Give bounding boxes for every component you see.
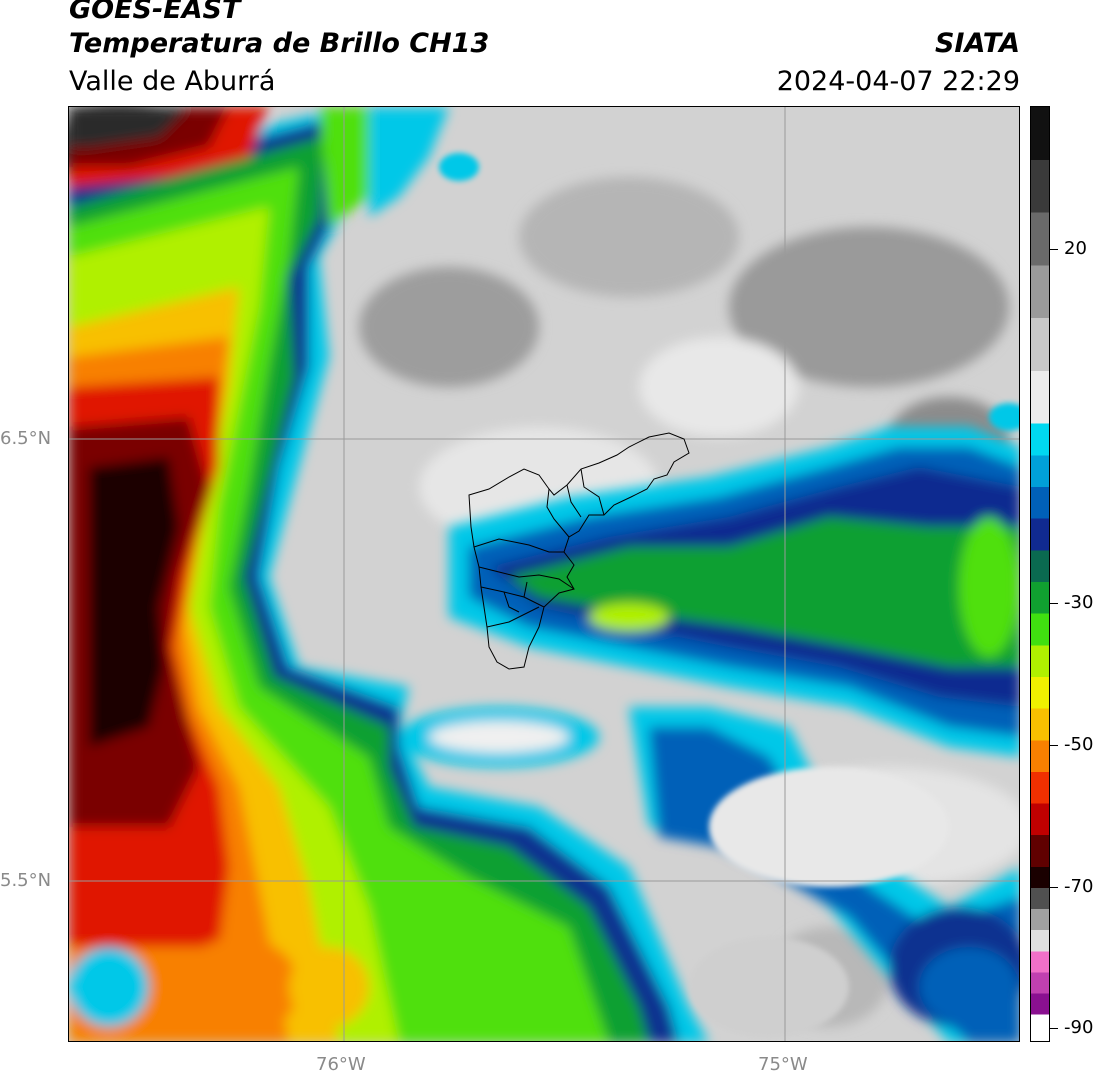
colorbar-label-minus70: -70	[1064, 876, 1094, 897]
colorbar-label-minus30: -30	[1064, 592, 1094, 613]
colorbar-tick	[1050, 603, 1058, 604]
brightness-temperature-map	[68, 106, 1020, 1042]
graticule	[69, 107, 1019, 1041]
clear-patches	[439, 153, 1019, 1037]
colorbar-tick	[1050, 745, 1058, 746]
lon-label-75w: 75°W	[758, 1054, 808, 1075]
temperature-colorbar	[1030, 106, 1050, 1042]
colorbar-label-20: 20	[1064, 238, 1087, 259]
agency-label: SIATA	[934, 28, 1020, 59]
region-subtitle: Valle de Aburrá	[69, 66, 276, 97]
colorbar-label-minus50: -50	[1064, 734, 1094, 755]
product-title: Temperatura de Brillo CH13	[69, 28, 490, 59]
lon-label-76w: 76°W	[316, 1054, 366, 1075]
colorbar-tick	[1050, 1028, 1058, 1029]
lat-label-5-5: 5.5°N	[0, 870, 52, 891]
municipal-boundaries	[468, 432, 690, 670]
datetime-label: 2024-04-07 22:29	[776, 66, 1020, 97]
cloud-system-west	[69, 107, 708, 1041]
lat-label-6-5: 6.5°N	[0, 428, 52, 449]
colorbar-tick	[1050, 249, 1058, 250]
map-canvas	[69, 107, 1019, 1041]
satellite-title: GOES-EAST	[69, 0, 241, 25]
colorbar-label-minus90: -90	[1064, 1017, 1094, 1038]
colorbar-tick	[1050, 887, 1058, 888]
